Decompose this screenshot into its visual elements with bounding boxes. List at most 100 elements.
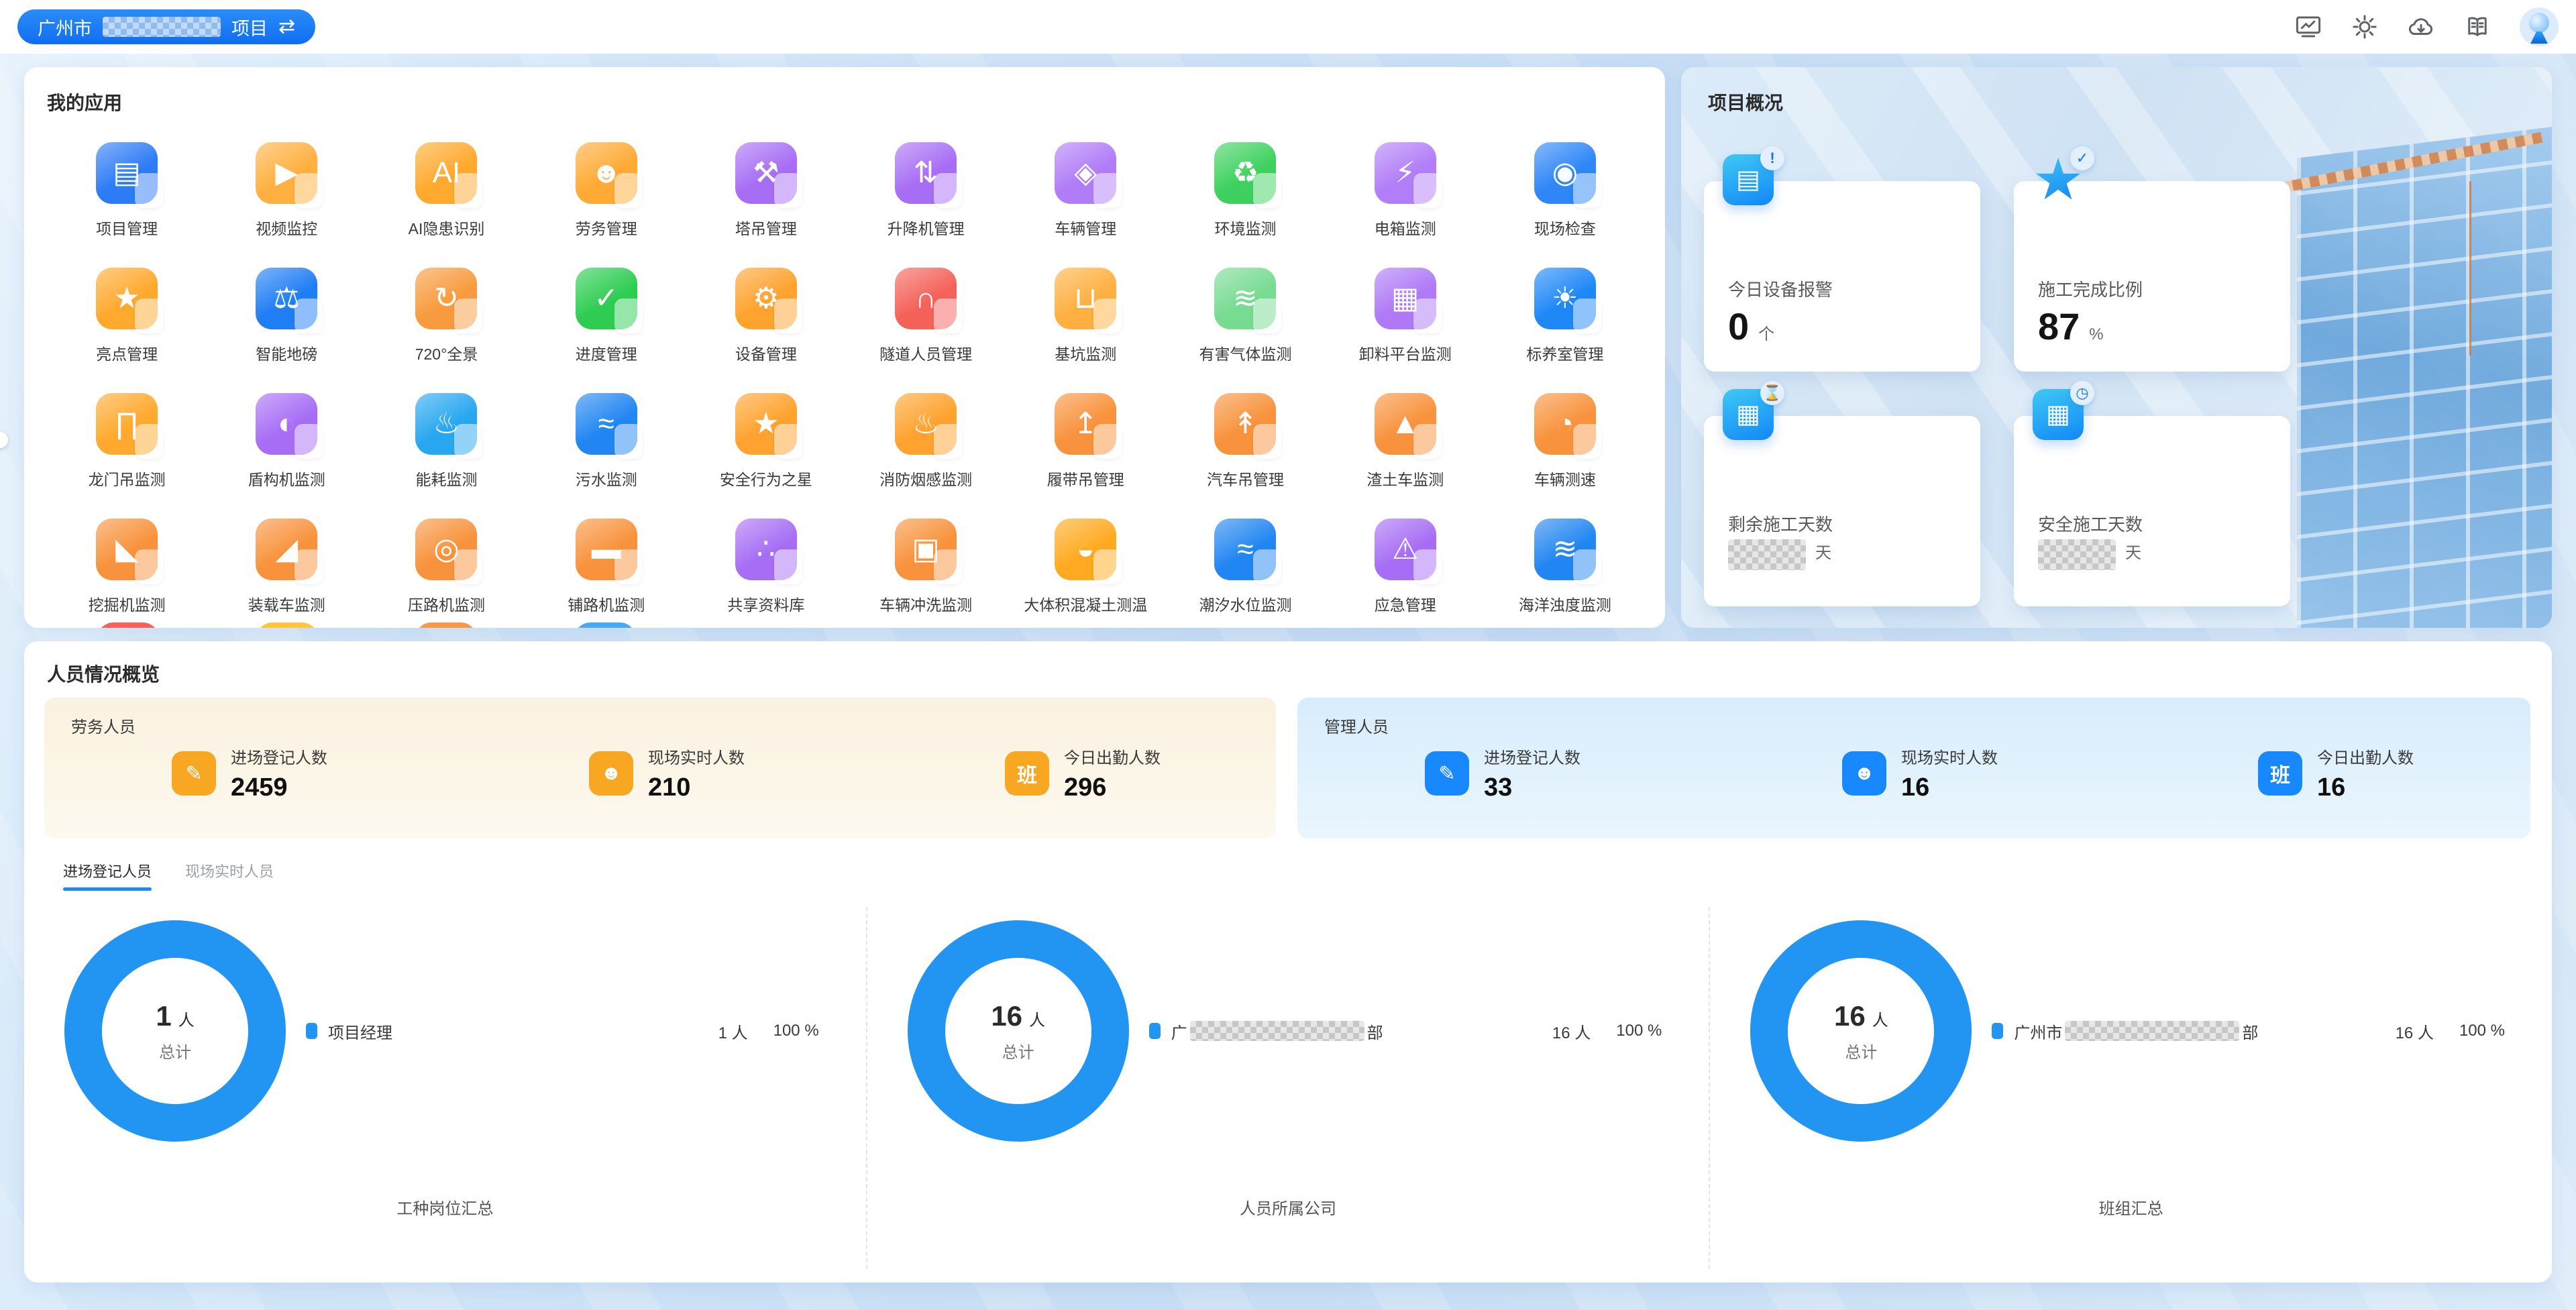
app-shortcut[interactable]: ◣ 挖掘机监测 (47, 509, 207, 628)
labor-personnel-card: 劳务人员 ✎ 进场登记人数 2459 (44, 698, 1276, 838)
app-shortcut[interactable]: ∏ 龙门吊监测 (47, 384, 207, 509)
app-icon-glyph: ↻ (434, 282, 459, 315)
app-icon: ≈ (575, 393, 643, 459)
stat-value: 16 (2317, 773, 2346, 802)
legend-row[interactable]: 广州市 部 16 人 100 % (1992, 1018, 2505, 1044)
app-label: 标养室管理 (1526, 345, 1604, 363)
app-shortcut[interactable]: ▣ 车辆冲洗监测 (846, 509, 1006, 628)
switch-project-icon: ⇄ (278, 15, 296, 38)
app-shortcut[interactable]: ↻ 720°全景 (366, 258, 526, 384)
app-shortcut[interactable]: ◢ 装载车监测 (207, 509, 366, 628)
project-switcher-button[interactable]: 广州市 项目 ⇄ (17, 9, 316, 44)
remaining-days-card[interactable]: ▦ ⌛ 剩余施工天数 天 (1704, 381, 1980, 606)
app-shortcut[interactable]: ▬ 铺路机监测 (527, 509, 686, 628)
stat-icon-glyph: 班 (2270, 765, 2290, 787)
app-label: 720°全景 (415, 345, 478, 363)
app-icon-glyph: ⚒ (753, 156, 780, 189)
app-shortcut[interactable]: ✓ 进度管理 (527, 258, 686, 384)
redacted-value (1728, 539, 1806, 570)
app-shortcut[interactable]: ⚙ 设备管理 (686, 258, 846, 384)
app-shortcut[interactable]: ◈ 车辆管理 (1006, 133, 1165, 258)
app-shortcut[interactable]: ☻ 劳务管理 (527, 133, 686, 258)
app-shortcut[interactable]: ◎ 压路机监测 (366, 509, 526, 628)
app-shortcut[interactable]: ↟ 汽车吊管理 (1165, 384, 1325, 509)
app-icon-glyph: ♻ (1232, 156, 1259, 189)
legend-count: 1 人 (718, 1024, 748, 1042)
donut-total-unit: 人 (178, 1011, 195, 1030)
app-shortcut[interactable]: ⚡ 电箱监测 (1326, 133, 1485, 258)
app-shortcut[interactable]: ▶ 视频监控 (207, 133, 366, 258)
management-card-title: 管理人员 (1324, 718, 1389, 736)
safe-days-card[interactable]: ▦ ◷ 安全施工天数 天 (2014, 381, 2290, 606)
dashboard-monitor-icon[interactable] (2294, 13, 2322, 41)
stat-item: 班 今日出勤人数 296 (1005, 745, 1161, 802)
donut-chart-section: 16 人 总计 广州市 部 16 人 100 % 班组汇总 (1709, 907, 2552, 1269)
app-shortcut[interactable]: ∩ 隧道人员管理 (846, 258, 1006, 384)
app-shortcut[interactable]: ◔ 车辆测速 (1485, 384, 1645, 509)
completion-ratio-card[interactable]: ★ ✓ 施工完成比例 87 % (2014, 146, 2290, 372)
app-shortcut[interactable]: ≋ 海洋浊度监测 (1485, 509, 1645, 628)
app-shortcut[interactable]: ↥ 履带吊管理 (1006, 384, 1165, 509)
app-shortcut[interactable]: ⚒ 塔吊管理 (686, 133, 846, 258)
app-icon: ◎ (415, 518, 483, 584)
app-icon-glyph: ★ (113, 282, 140, 315)
app-icon-glyph: ▤ (113, 156, 141, 189)
app-icon: ⇅ (895, 142, 963, 208)
app-shortcut[interactable]: ▦ 卸料平台监测 (1326, 258, 1485, 384)
app-shortcut[interactable]: ♻ 环境监测 (1165, 133, 1325, 258)
app-shortcut[interactable]: ≋ 有害气体监测 (1165, 258, 1325, 384)
stat-label: 进场登记人数 (231, 749, 327, 767)
my-apps-title: 我的应用 (47, 93, 123, 113)
app-icon-glyph: ◉ (1552, 156, 1578, 189)
app-shortcut[interactable]: ☀ 标养室管理 (1485, 258, 1645, 384)
legend-name: 项目经理 (328, 1020, 395, 1043)
my-apps-panel: 我的应用 ▤ 项目管理 ▶ 视频监控 AI AI隐患识别 (24, 67, 1665, 628)
app-shortcut[interactable]: ≈ 污水监测 (527, 384, 686, 509)
app-shortcut[interactable]: ▲ 渣土车监测 (1326, 384, 1485, 509)
app-shortcut[interactable]: ★ 亮点管理 (47, 258, 207, 384)
manual-book-icon[interactable] (2463, 13, 2491, 41)
app-shortcut[interactable]: ⚠ 应急管理 (1326, 509, 1485, 628)
app-shortcut[interactable]: ∴ 共享资料库 (686, 509, 846, 628)
app-icon-glyph: ⚙ (753, 282, 780, 315)
app-icon: ◔ (1534, 393, 1601, 459)
app-icon: ↻ (415, 268, 483, 333)
tab-entry-registered[interactable]: 进场登记人员 (63, 860, 152, 891)
app-label: 共享资料库 (727, 596, 805, 614)
app-shortcut[interactable]: ◉ 现场检查 (1485, 133, 1645, 258)
app-label: 设备管理 (735, 345, 797, 363)
left-drawer-handle[interactable] (0, 432, 8, 448)
app-shortcut[interactable]: ⚖ 智能地磅 (207, 258, 366, 384)
legend-row[interactable]: 广 部 16 人 100 % (1148, 1018, 1662, 1044)
donut-total-label: 总计 (159, 1043, 191, 1062)
app-shortcut[interactable]: ★ 安全行为之星 (686, 384, 846, 509)
stat-item: ☻ 现场实时人数 16 (1842, 745, 1998, 802)
app-shortcut[interactable]: ♨ 能耗监测 (366, 384, 526, 509)
app-shortcut[interactable]: ♨ 消防烟感监测 (846, 384, 1006, 509)
app-label: 环境监测 (1214, 220, 1277, 237)
app-shortcut[interactable]: ≈ 潮汐水位监测 (1165, 509, 1325, 628)
app-shortcut[interactable]: ⇅ 升降机管理 (846, 133, 1006, 258)
apps-grid: ▤ 项目管理 ▶ 视频监控 AI AI隐患识别 ☻ (47, 133, 1645, 628)
app-label: 压路机监测 (407, 596, 485, 614)
legend-count: 16 人 (1552, 1024, 1591, 1042)
app-shortcut[interactable]: AI AI隐患识别 (366, 133, 526, 258)
app-icon: ✓ (575, 268, 643, 333)
app-shortcut[interactable]: ⊔ 基坑监测 (1006, 258, 1165, 384)
avatar-body (2530, 32, 2548, 44)
app-label: 盾构机监测 (248, 471, 325, 488)
settings-gear-icon[interactable] (2351, 13, 2379, 41)
donut-total-unit: 人 (1029, 1011, 1046, 1030)
legend-row[interactable]: 项目经理 1 人 100 % (306, 1018, 819, 1044)
cloud-download-icon[interactable] (2407, 13, 2435, 41)
app-label: 现场检查 (1534, 220, 1596, 237)
device-alarm-card[interactable]: ▤ ! 今日设备报警 0 个 (1704, 146, 1980, 372)
stat-icon-glyph: 班 (1017, 765, 1037, 787)
app-icon-glyph: ⚖ (273, 282, 300, 315)
app-shortcut[interactable]: ▤ 项目管理 (47, 133, 207, 258)
app-shortcut[interactable]: ◒ 大体积混凝土测温 (1006, 509, 1165, 628)
tab-onsite-realtime[interactable]: 现场实时人员 (185, 860, 274, 891)
app-shortcut[interactable]: ◐ 盾构机监测 (207, 384, 366, 509)
user-avatar[interactable] (2520, 7, 2559, 46)
